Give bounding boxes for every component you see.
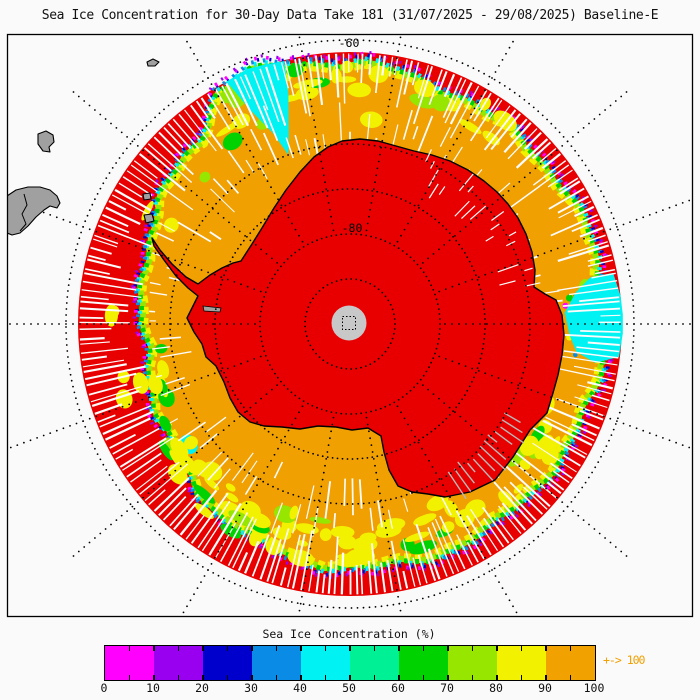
colorbar-cell-90-100 [546,646,595,680]
colorbar-tick [545,646,547,651]
colorbar-tick [275,675,278,680]
ice-edge-speckle-band [135,56,612,575]
colorbar-tick-label: 60 [391,681,405,695]
island-falklands [37,130,55,153]
colorbar-cell-40-50 [301,646,350,680]
colorbar-tick [226,646,229,651]
colorbar-tick [447,675,449,680]
plot-frame [6,33,694,618]
colorbar-cell-60-70 [399,646,448,680]
colorbar-tick-labels: 0 10 20 30 40 50 60 70 80 90 100 [0,681,700,697]
south-america-tip [8,186,61,236]
pack-ice-streak-artifacts [425,149,541,500]
south-pole-marker [342,316,356,330]
colorbar-tick [422,675,425,680]
colorbar-tick [153,675,155,680]
colorbar-tick [251,646,253,651]
ice-shelf-gray-sliver [202,305,222,313]
latitude-label: -60 [339,36,360,50]
colorbar-cell-70-80 [448,646,497,680]
colorbar-tick [496,646,498,651]
colorbar-tick [153,646,155,651]
colorbar-tick [569,675,572,680]
colorbar-tick [520,646,523,651]
page-title: Sea Ice Concentration for 30-Day Data Ta… [41,8,659,23]
map-layers [8,36,691,614]
colorbar-tick [300,675,302,680]
colorbar-tick-label: 20 [195,681,209,695]
colorbar-cell-20-30 [203,646,252,680]
colorbar-cell-0-10 [105,646,154,680]
colorbar-tick [471,675,474,680]
colorbar-cell-80-90 [497,646,546,680]
colorbar-tick [202,646,204,651]
colorbar-tick [202,675,204,680]
colorbar-tick [300,646,302,651]
colorbar-tick [422,646,425,651]
colorbar-tick [398,646,400,651]
colorbar-tick-label: 30 [244,681,258,695]
colorbar-tick-label: 100 [583,681,605,695]
colorbar-tick [349,675,351,680]
colorbar-cell-10-20 [154,646,203,680]
colorbar-tick-label: 0 [100,681,108,695]
colorbar-tick-label: 40 [293,681,307,695]
open-water-patch-e [564,272,623,363]
colorbar-tick-label: 80 [489,681,503,695]
colorbar-tick [349,646,351,651]
colorbar-cell-30-40 [252,646,301,680]
colorbar-tick-label: 90 [538,681,552,695]
colorbar-tick [373,675,376,680]
land-masses [8,58,160,236]
colorbar-tick-label: 70 [440,681,454,695]
colorbar-tick [226,675,229,680]
colorbar-tick [177,646,180,651]
colorbar-tick [251,675,253,680]
south-america-channel [19,193,28,232]
colorbar-label: Sea Ice Concentration (%) [262,627,436,641]
colorbar-tick [275,646,278,651]
colorbar-tick [471,646,474,651]
colorbar-overflow-label: +-> 100 [603,653,645,667]
colorbar-tick-label: 10 [146,681,160,695]
colorbar-tick [496,675,498,680]
colorbar-tick [545,675,547,680]
island-small [143,213,155,224]
colorbar-tick [128,646,131,651]
colorbar-tick [398,675,400,680]
colorbar-tick [128,675,131,680]
colorbar-tick [520,675,523,680]
latitude-label: -80 [342,221,363,235]
island-south-georgia [146,58,160,67]
colorbar-cell-50-60 [350,646,399,680]
colorbar-tick [373,646,376,651]
pole-observation-hole [331,305,367,341]
colorbar-tick [177,675,180,680]
colorbar-tick-label: 50 [342,681,356,695]
graticule [9,36,691,614]
colorbar [104,645,596,681]
colorbar-tick [324,646,327,651]
colorbar-tick [447,646,449,651]
colorbar-tick [324,675,327,680]
colorbar-tick [569,646,572,651]
island-south-orkney [142,192,152,201]
